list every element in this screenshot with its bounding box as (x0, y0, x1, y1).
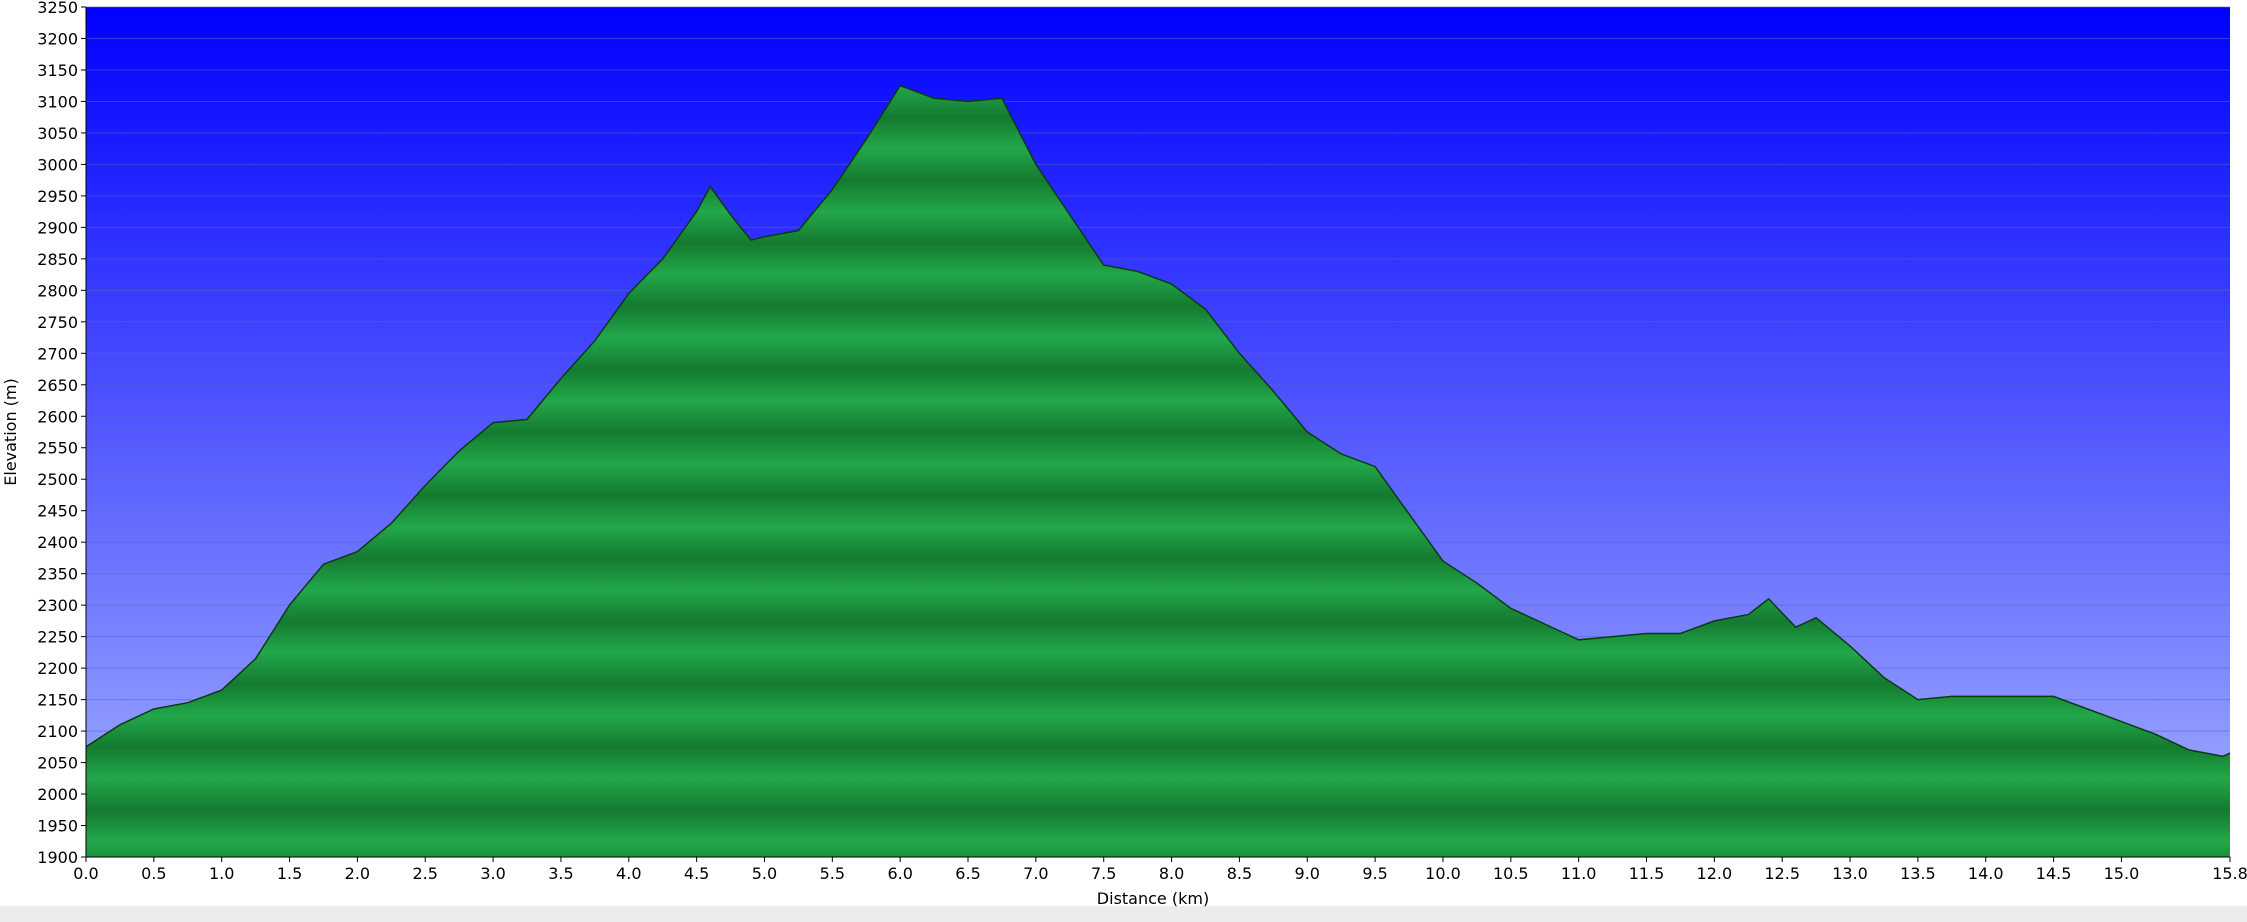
y-tick-label: 2500 (37, 470, 78, 489)
y-tick-label: 2950 (37, 187, 78, 206)
y-tick-label: 2600 (37, 407, 78, 426)
y-tick-label: 2050 (37, 754, 78, 773)
y-tick-label: 2450 (37, 502, 78, 521)
x-tick-label: 9.5 (1362, 864, 1387, 883)
footer-strip (0, 906, 2247, 922)
y-tick-label: 2350 (37, 565, 78, 584)
x-tick-label: 10.0 (1425, 864, 1461, 883)
y-tick-label: 2000 (37, 785, 78, 804)
x-tick-label: 15.0 (2104, 864, 2140, 883)
x-tick-label: 10.5 (1493, 864, 1529, 883)
x-tick-label: 4.5 (684, 864, 709, 883)
elevation-line (85, 84, 2231, 758)
y-tick-label: 3100 (37, 92, 78, 111)
y-tick-label: 2800 (37, 281, 78, 300)
y-tick-label: 3200 (37, 29, 78, 48)
y-tick-label: 3250 (37, 0, 78, 17)
x-tick-label: 11.0 (1561, 864, 1597, 883)
y-tick-label: 2750 (37, 313, 78, 332)
y-tick-label: 3000 (37, 155, 78, 174)
x-tick-label: 6.0 (887, 864, 912, 883)
x-tick-label: 14.5 (2036, 864, 2072, 883)
x-tick-label: 13.0 (1832, 864, 1868, 883)
elevation-area (86, 85, 2230, 857)
y-tick-label: 2200 (37, 659, 78, 678)
x-tick-label: 5.0 (752, 864, 777, 883)
x-tick-label: 12.5 (1764, 864, 1800, 883)
y-tick-label: 2250 (37, 628, 78, 647)
x-tick-label: 0.5 (141, 864, 166, 883)
x-tick-label: 2.5 (413, 864, 438, 883)
x-tick-label: 9.0 (1295, 864, 1320, 883)
y-tick-label: 3150 (37, 61, 78, 80)
y-tick-label: 2400 (37, 533, 78, 552)
x-tick-label: 0.0 (73, 864, 98, 883)
x-tick-label: 7.5 (1091, 864, 1116, 883)
y-tick-label: 2150 (37, 691, 78, 710)
x-axis-label: Distance (km) (1097, 889, 1209, 908)
x-tick-label: 3.0 (480, 864, 505, 883)
y-tick-label: 3050 (37, 124, 78, 143)
x-tick-label: 8.5 (1227, 864, 1252, 883)
y-tick-label: 2700 (37, 344, 78, 363)
x-tick-label: 13.5 (1900, 864, 1936, 883)
y-tick-label: 2100 (37, 722, 78, 741)
y-tick-label: 2650 (37, 376, 78, 395)
y-tick-label: 2300 (37, 596, 78, 615)
x-tick-label: 6.5 (955, 864, 980, 883)
y-tick-label: 1950 (37, 817, 78, 836)
x-tick-label: 1.5 (277, 864, 302, 883)
x-tick-label: 15.8 (2212, 864, 2247, 883)
x-tick-label: 14.0 (1968, 864, 2004, 883)
x-tick-label: 1.0 (209, 864, 234, 883)
x-tick-label: 2.0 (345, 864, 370, 883)
x-tick-label: 4.0 (616, 864, 641, 883)
x-tick-label: 12.0 (1697, 864, 1733, 883)
x-tick-label: 5.5 (820, 864, 845, 883)
x-tick-label: 3.5 (548, 864, 573, 883)
y-tick-label: 2850 (37, 250, 78, 269)
x-tick-label: 11.5 (1629, 864, 1665, 883)
x-tick-label: 8.0 (1159, 864, 1184, 883)
y-tick-label: 2550 (37, 439, 78, 458)
y-tick-label: 2900 (37, 218, 78, 237)
x-tick-label: 7.0 (1023, 864, 1048, 883)
y-axis-label: Elevation (m) (1, 378, 20, 485)
y-tick-label: 1900 (37, 848, 78, 867)
